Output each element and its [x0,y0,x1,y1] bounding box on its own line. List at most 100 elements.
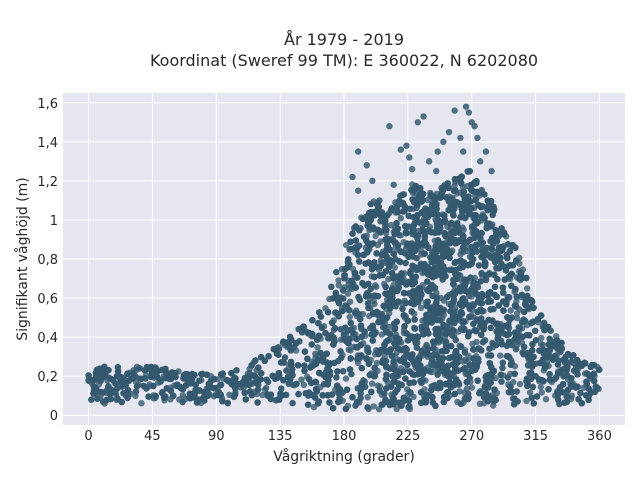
data-point [520,351,527,358]
data-point [124,387,132,394]
data-point [449,290,456,297]
data-point [358,333,366,340]
data-point [428,356,436,364]
data-point [393,220,400,227]
data-point [407,270,414,277]
data-point [513,388,520,395]
data-point [351,269,358,277]
data-point [402,299,410,307]
data-point [289,399,296,407]
data-point [353,335,360,343]
data-point [413,201,421,208]
data-point [423,391,431,399]
data-point [307,364,314,371]
data-point [585,392,593,400]
data-point [399,398,406,406]
data-point [277,390,284,398]
data-point [473,338,480,346]
data-point [339,307,346,315]
data-point [295,326,302,333]
data-point [338,354,345,361]
data-point [258,370,265,377]
data-point [428,386,435,394]
data-point [522,299,529,306]
data-point [301,362,308,369]
data-point [486,360,493,367]
data-point [393,202,401,210]
data-point [352,284,359,291]
data-point [409,351,416,358]
data-point [125,377,132,385]
data-point [167,387,174,394]
data-point [459,358,467,365]
data-point [264,378,272,386]
data-point [513,314,521,322]
data-point [474,308,481,315]
data-point [461,300,468,308]
data-point [574,371,581,378]
data-point [138,400,145,407]
data-point [482,276,490,284]
data-point [301,348,309,355]
data-point [398,381,405,389]
data-point [383,338,390,345]
data-point [418,389,425,396]
data-point [590,370,598,377]
data-point [497,352,504,359]
data-point [485,223,493,230]
data-point [278,385,285,392]
data-point [280,359,287,366]
data-point [492,374,499,382]
data-point [511,395,518,402]
data-point [492,227,499,234]
data-point [532,373,539,380]
data-point [449,195,456,202]
data-point [563,393,570,400]
data-point [342,405,349,412]
data-point [425,345,432,353]
data-point [361,328,368,335]
data-point [464,168,471,175]
data-point [132,388,140,395]
data-point [375,318,382,326]
data-point [329,319,336,326]
data-point [317,313,325,320]
data-point [437,271,444,278]
data-point [444,389,451,396]
data-point [520,308,528,316]
data-point [528,369,535,377]
data-point [524,285,531,292]
data-point [563,364,571,371]
data-point [423,313,430,320]
data-point [383,314,391,321]
data-point [359,269,366,276]
data-point [300,381,307,388]
data-point [506,316,513,323]
data-points [85,103,603,413]
data-point [397,215,404,222]
data-point [377,229,384,236]
data-point [136,365,143,372]
data-point [436,379,444,387]
data-point [435,384,442,392]
data-point [328,283,335,290]
data-point [417,377,424,385]
data-point [452,348,460,355]
data-point [469,256,477,263]
data-point [293,380,300,388]
data-point [402,259,409,267]
data-point [342,324,349,331]
data-point [353,398,361,406]
data-point [373,359,381,367]
data-point [383,226,390,234]
data-point [473,241,480,248]
data-point [287,347,295,354]
data-point [357,322,365,329]
data-point [394,386,401,393]
data-point [505,330,513,338]
data-point [308,332,316,340]
data-point [339,368,347,375]
data-point [203,371,211,378]
data-point [400,312,407,319]
data-point [391,264,399,271]
